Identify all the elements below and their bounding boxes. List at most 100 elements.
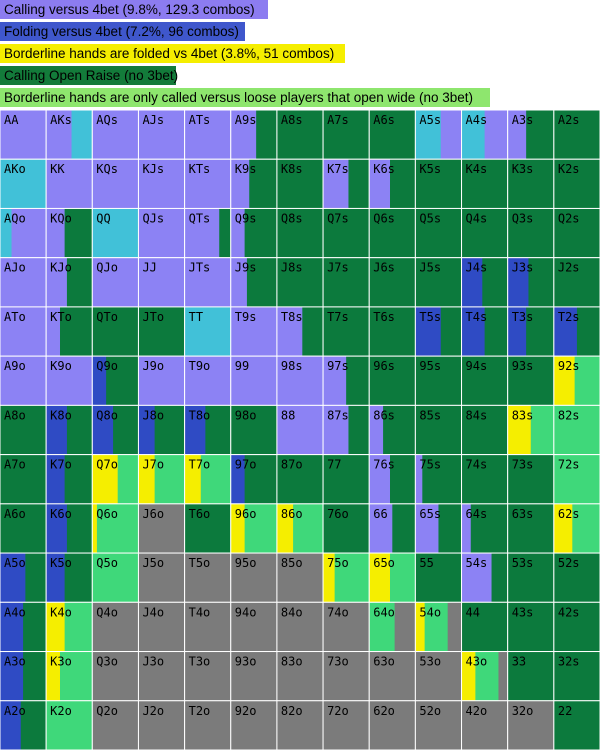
- hand-cell-K5s: K5s: [414, 158, 463, 209]
- hand-cell-J6s: J6s: [368, 257, 416, 308]
- hand-label: 86o: [281, 507, 303, 521]
- cell-segment-call4: [461, 503, 472, 554]
- cell-segment-call4: [230, 159, 250, 209]
- hand-label: J5s: [419, 261, 441, 275]
- cell-segment-callopen: [461, 356, 509, 406]
- hand-cell-87o: 87o: [276, 454, 324, 505]
- cell-segment-fold: [323, 651, 370, 701]
- hand-cell-Q8o: Q8o: [91, 404, 139, 456]
- cell-segment-callopen: [23, 651, 47, 701]
- hand-cell-T9o: T9o: [184, 355, 232, 406]
- hand-cell-95s: 95s: [414, 355, 463, 406]
- hand-label: K9o: [50, 359, 72, 373]
- hand-cell-A7o: A7o: [0, 454, 47, 505]
- hand-cell-QTs: QTs: [184, 207, 232, 259]
- hand-label: 85o: [281, 556, 303, 570]
- cell-segment-fold: [230, 651, 278, 701]
- cell-segment-fold: [138, 700, 186, 750]
- hand-cell-74s: 74s: [461, 454, 509, 505]
- hand-label: A4o: [4, 605, 26, 619]
- cell-segment-border: [553, 356, 576, 406]
- cell-segment-callopen: [230, 405, 278, 455]
- hand-cell-A4s: A4s: [461, 110, 509, 160]
- cell-segment-call4: [184, 110, 232, 160]
- cell-segment-fold4: [415, 306, 442, 357]
- cell-segment-border: [276, 503, 294, 554]
- legend-item-folding-vs-4bet: Folding versus 4bet (7.2%, 96 combos): [0, 22, 245, 41]
- hand-label: A6o: [4, 507, 26, 521]
- cell-segment-callopen: [113, 405, 139, 455]
- hand-cell-88: 88: [276, 404, 324, 456]
- hand-cell-54o: 54o: [414, 601, 463, 653]
- cell-segment-callopen: [66, 257, 93, 307]
- cell-segment-callopen: [205, 405, 232, 455]
- hand-cell-A6s: A6s: [368, 110, 416, 160]
- hand-label: 62o: [373, 704, 395, 718]
- hand-label: 44: [466, 605, 480, 619]
- cell-segment-callopen: [323, 110, 370, 160]
- cell-segment-callopen: [553, 257, 600, 307]
- hand-cell-ATs: ATs: [184, 110, 232, 160]
- cell-segment-callopen: [348, 159, 370, 209]
- hand-cell-T2o: T2o: [184, 700, 232, 750]
- hand-label: 83s: [512, 408, 534, 422]
- hand-cell-K9s: K9s: [230, 158, 278, 209]
- hand-label: K6s: [373, 162, 395, 176]
- hand-cell-AQo: AQo: [0, 207, 47, 259]
- cell-segment-fold4: [461, 257, 483, 307]
- hand-label: K3o: [50, 655, 72, 669]
- hand-cell-52o: 52o: [414, 700, 463, 750]
- cell-segment-call4: [92, 110, 139, 160]
- cell-segment-callopen: [461, 159, 509, 209]
- hand-cell-98o: 98o: [230, 404, 278, 456]
- hand-cell-T6o: T6o: [184, 503, 232, 554]
- hand-cell-J8o: J8o: [137, 404, 186, 456]
- hand-label: AKo: [4, 162, 26, 176]
- hand-label: A6s: [373, 113, 395, 127]
- hand-label: 85s: [419, 408, 441, 422]
- hand-cell-T3o: T3o: [184, 651, 232, 702]
- hand-cell-A6o: A6o: [0, 503, 47, 554]
- hand-label: 97s: [327, 359, 349, 373]
- cell-segment-callopen: [507, 356, 555, 406]
- hand-label: KQo: [50, 211, 72, 225]
- hand-cell-42s: 42s: [553, 601, 600, 653]
- cell-segment-call4: [369, 159, 391, 209]
- hand-cell-J6o: J6o: [137, 503, 186, 554]
- hand-label: Q9s: [235, 211, 257, 225]
- hand-cell-J5s: J5s: [414, 257, 463, 308]
- hand-label: 96o: [235, 507, 257, 521]
- hand-label: Q9o: [96, 359, 118, 373]
- hand-label: 75o: [327, 556, 349, 570]
- hand-label: Q6o: [96, 507, 118, 521]
- hand-label: 93s: [512, 359, 534, 373]
- hand-cell-75s: 75s: [414, 454, 463, 505]
- hand-cell-Q5s: Q5s: [414, 207, 463, 259]
- hand-label: Q4s: [466, 211, 488, 225]
- cell-segment-cyan: [461, 110, 486, 160]
- hand-label: T3s: [512, 310, 534, 324]
- hand-label: J8o: [142, 408, 164, 422]
- hand-label: 74s: [466, 458, 488, 472]
- hand-cell-AQs: AQs: [91, 110, 139, 160]
- hand-label: K4o: [50, 605, 72, 619]
- hand-cell-72s: 72s: [553, 454, 600, 505]
- hand-cell-K2s: K2s: [553, 158, 600, 209]
- cell-segment-border: [323, 553, 336, 603]
- cell-segment-callopen: [276, 110, 324, 160]
- cell-segment-callopen: [154, 405, 186, 455]
- cell-segment-loose: [117, 454, 139, 504]
- cell-segment-call4: [92, 257, 139, 307]
- hand-cell-83o: 83o: [276, 651, 324, 702]
- cell-segment-callopen: [461, 208, 509, 258]
- hand-cell-22: 22: [553, 700, 600, 750]
- hand-label: Q7s: [327, 211, 349, 225]
- hand-label: K8s: [281, 162, 303, 176]
- hand-label: 77: [327, 458, 341, 472]
- hand-cell-86s: 86s: [368, 404, 416, 456]
- hand-label: KTs: [189, 162, 211, 176]
- hand-cell-85s: 85s: [414, 404, 463, 456]
- hand-label: K5o: [50, 556, 72, 570]
- hand-label: KTo: [50, 310, 72, 324]
- hand-label: 65s: [419, 507, 441, 521]
